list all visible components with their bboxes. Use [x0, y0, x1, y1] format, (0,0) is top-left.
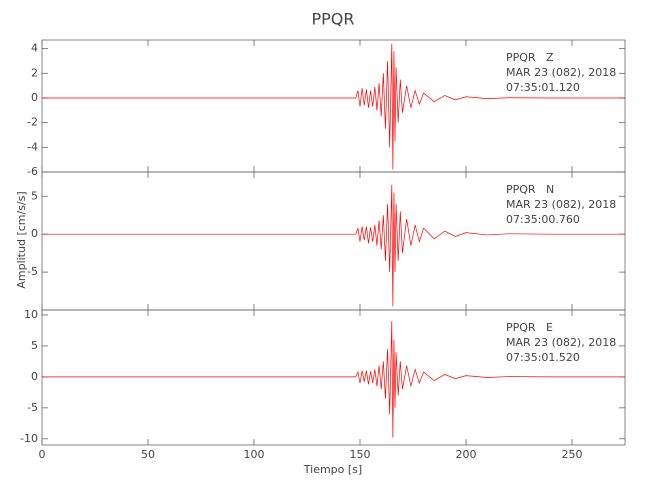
annotation: 07:35:01.120 [506, 81, 580, 94]
y-tick-label: -2 [27, 116, 38, 129]
x-tick-label: 200 [456, 448, 477, 461]
y-tick-label: -4 [27, 140, 38, 153]
y-tick-label: -10 [20, 432, 38, 445]
panel-frame [41, 309, 626, 446]
y-tick-label: -5 [27, 265, 38, 278]
annotation: PPQR E [506, 321, 553, 334]
x-tick-label: 100 [244, 448, 265, 461]
y-tick-label: 10 [24, 308, 38, 321]
annotation: MAR 23 (082), 2018 [506, 336, 616, 349]
y-tick-label: -6 [27, 165, 38, 178]
y-tick-label: 0 [31, 91, 38, 104]
annotation: PPQR N [506, 183, 554, 196]
annotation: 07:35:00.760 [506, 213, 580, 226]
annotation: MAR 23 (082), 2018 [506, 66, 616, 79]
x-axis-label: Tiempo [s] [303, 463, 362, 476]
x-tick-label: 250 [562, 448, 583, 461]
waveform [42, 321, 625, 438]
x-tick-label: 50 [141, 448, 155, 461]
y-tick-label: 0 [31, 227, 38, 240]
y-tick-label: 4 [31, 42, 38, 55]
waveform [42, 43, 625, 170]
y-tick-label: 0 [31, 370, 38, 383]
y-tick-label: -5 [27, 401, 38, 414]
annotation: PPQR Z [506, 51, 554, 64]
x-tick-label: 0 [39, 448, 46, 461]
waveform [42, 184, 625, 307]
y-tick-label: 5 [31, 339, 38, 352]
x-tick-label: 150 [350, 448, 371, 461]
annotation: MAR 23 (082), 2018 [506, 198, 616, 211]
y-tick-label: 2 [31, 66, 38, 79]
y-axis-label: Amplitud [cm/s/s] [15, 191, 28, 288]
chart-title: PPQR [311, 10, 354, 29]
annotation: 07:35:01.520 [506, 351, 580, 364]
y-tick-label: 5 [31, 189, 38, 202]
